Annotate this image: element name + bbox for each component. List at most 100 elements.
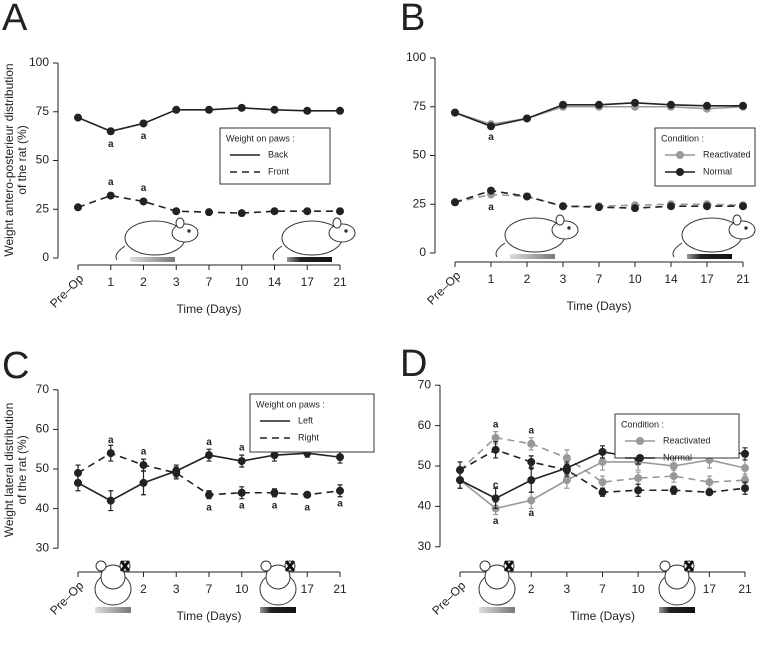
point <box>237 209 246 218</box>
annotation: a <box>141 183 147 194</box>
point <box>270 488 279 497</box>
point <box>634 486 643 495</box>
x-tick-label: 3 <box>173 582 180 596</box>
point <box>270 451 279 460</box>
legend-title: Condition : <box>661 133 704 143</box>
point <box>172 105 181 114</box>
point <box>487 122 495 131</box>
point <box>303 490 312 499</box>
point <box>595 203 603 212</box>
x-tick-label: 21 <box>333 582 347 596</box>
annotation: a <box>108 139 114 150</box>
rat-head <box>484 564 510 590</box>
rat-tail <box>272 245 283 261</box>
point <box>139 461 148 470</box>
x-axis-label: Time (Days) <box>177 302 242 316</box>
point <box>527 457 536 466</box>
rat-ear <box>732 214 742 226</box>
x-tick-label: Pre–Op <box>429 578 468 617</box>
point <box>237 103 246 112</box>
y-axis-label: of the rat (%) <box>15 125 29 194</box>
x-tick-label: 1 <box>107 275 114 289</box>
point <box>523 114 531 123</box>
point <box>631 98 639 107</box>
legend-box <box>219 127 331 185</box>
x-tick-label: 10 <box>628 272 642 286</box>
point <box>631 204 639 213</box>
legend-label: Normal <box>703 166 732 176</box>
x-tick-label: 2 <box>140 582 147 596</box>
x-axis-label: Time (Days) <box>567 299 632 313</box>
y-tick-label: 30 <box>418 539 432 553</box>
point <box>705 488 714 497</box>
point <box>270 105 279 114</box>
y-tick-label: 0 <box>42 250 49 264</box>
point <box>669 462 678 470</box>
legend-title: Weight on paws : <box>256 399 325 409</box>
point <box>703 202 711 211</box>
point <box>598 488 607 497</box>
annotation: a <box>141 447 147 458</box>
x-tick-label: 2 <box>528 582 535 596</box>
point <box>705 478 714 487</box>
paw-gradient <box>479 607 515 613</box>
x-tick-label: Pre–Op <box>47 578 86 617</box>
x-tick-label: 21 <box>333 275 347 289</box>
annotation: a <box>528 508 534 519</box>
point <box>451 108 459 117</box>
annotation: a <box>488 202 494 213</box>
point <box>74 203 82 212</box>
point <box>451 198 459 207</box>
point <box>172 207 181 216</box>
point <box>523 192 531 201</box>
paw-gradient <box>130 257 175 262</box>
panel-label: A <box>2 0 28 39</box>
point <box>106 127 115 136</box>
point <box>456 466 464 475</box>
annotation: a <box>239 443 245 454</box>
y-tick-label: 0 <box>419 245 426 259</box>
point <box>336 106 344 115</box>
point <box>303 106 312 115</box>
x-tick-label: 17 <box>301 275 315 289</box>
point <box>559 100 567 109</box>
point <box>139 478 148 487</box>
point <box>562 453 571 462</box>
annotation: a <box>272 500 278 511</box>
point <box>703 101 711 110</box>
x-axis-label: Time (Days) <box>177 609 242 623</box>
paw-gradient <box>510 254 555 259</box>
panel-label: B <box>400 0 425 39</box>
legend-marker <box>676 168 684 176</box>
y-tick-label: 70 <box>36 382 50 396</box>
point <box>598 457 607 466</box>
x-tick-label: 10 <box>631 582 645 596</box>
y-tick-label: 100 <box>29 55 49 69</box>
rat-tail <box>672 242 683 258</box>
point <box>139 197 148 206</box>
point <box>562 476 571 485</box>
rat-ear <box>555 214 565 226</box>
point <box>139 119 148 128</box>
x-tick-label: 10 <box>235 275 249 289</box>
legend-title: Condition : <box>621 419 664 429</box>
x-tick-label: 2 <box>524 272 531 286</box>
x-tick-label: 10 <box>235 582 249 596</box>
point <box>667 202 675 211</box>
y-axis-label: of the rat (%) <box>15 435 29 504</box>
legend-label: Right <box>298 432 320 442</box>
rat-icon <box>478 560 516 613</box>
x-axis-label: Time (Days) <box>570 609 635 623</box>
point <box>106 496 115 505</box>
legend-marker <box>636 437 644 445</box>
legend-box <box>654 127 756 187</box>
point <box>634 474 643 483</box>
x-tick-label: 3 <box>564 582 571 596</box>
y-axis-label: Weight antero-posterieur distribution <box>2 63 16 256</box>
x-tick-label: Pre–Op <box>47 271 86 310</box>
legend-label: Back <box>268 149 289 159</box>
rat-icon <box>94 560 132 613</box>
x-tick-label: 17 <box>703 582 717 596</box>
legend-title: Weight on paws : <box>226 133 295 143</box>
